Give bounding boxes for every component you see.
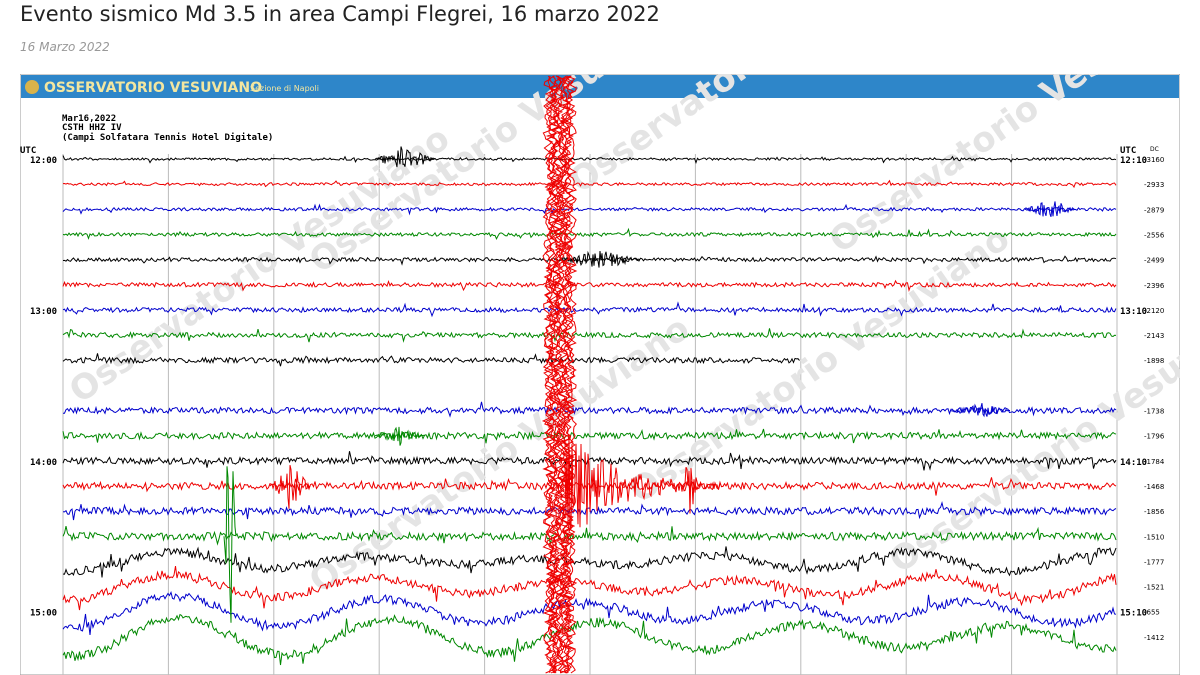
trace [62, 546, 1117, 578]
trace [62, 613, 1117, 666]
burst [269, 465, 311, 509]
trace [62, 451, 1117, 471]
dc-value: -1796 [1144, 433, 1165, 441]
trace [62, 227, 1117, 240]
dc-value: -1856 [1144, 508, 1165, 516]
quake-coda [564, 434, 721, 531]
time-label: 13:10 [1120, 307, 1147, 317]
dc-value: -1521 [1144, 584, 1164, 592]
time-label: 15:10 [1120, 609, 1147, 619]
utc-label: UTC [20, 146, 36, 156]
dc-value: -2556 [1144, 231, 1165, 239]
header-bar [21, 75, 1179, 98]
burst [374, 426, 426, 446]
trace [62, 179, 1117, 189]
quake [563, 75, 576, 674]
burst [374, 146, 436, 168]
quake [541, 75, 554, 674]
trace [62, 277, 1117, 293]
dc-value: -1468 [1144, 483, 1164, 491]
section: Sezione di Napoli [250, 84, 319, 93]
trace [62, 203, 1117, 216]
dc-value: -3160 [1144, 156, 1164, 164]
trace [62, 566, 1117, 611]
utc-label: UTC [1120, 146, 1136, 156]
logo [25, 80, 39, 94]
trace [62, 590, 1117, 635]
trace [62, 525, 1117, 546]
article-date: 16 Marzo 2022 [20, 40, 110, 54]
article-title: Evento sismico Md 3.5 in area Campi Fleg… [20, 2, 660, 26]
quake [545, 75, 558, 674]
dc-value: -2499 [1144, 257, 1164, 265]
quake [565, 75, 578, 674]
trace [63, 401, 1117, 418]
station-label: Mar16,2022 [62, 114, 116, 124]
time-label: 14:10 [1120, 458, 1147, 468]
quake [559, 75, 573, 674]
trace [62, 328, 1117, 343]
seismogram: OSSERVATORIO VESUVIANO Sezione di Napoli… [20, 74, 1180, 675]
station-label: (Campi Solfatara Tennis Hotel Digitale) [62, 132, 273, 143]
dc-value: -2143 [1144, 332, 1164, 340]
observatory: OSSERVATORIO VESUVIANO [44, 80, 262, 96]
quake [551, 75, 564, 674]
dc-value: -1738 [1144, 408, 1164, 416]
dc-value: -2120 [1144, 307, 1164, 315]
trace [62, 353, 800, 367]
frame [20, 74, 1180, 675]
time-label: 12:00 [30, 156, 57, 166]
dc-value: -2879 [1144, 206, 1164, 214]
dc-value: -655 [1144, 609, 1160, 617]
burst [949, 403, 1011, 418]
dc-value: -1777 [1144, 558, 1164, 566]
dc-value: -1898 [1144, 357, 1164, 365]
time-label: 12:10 [1120, 156, 1147, 166]
dc-value: -1510 [1144, 533, 1164, 541]
station-label: CSTH HHZ IV [62, 123, 122, 133]
time-label: 14:00 [30, 458, 57, 468]
burst [1024, 201, 1076, 217]
time-label: 15:00 [30, 609, 57, 619]
quake [547, 75, 560, 674]
trace [62, 155, 1117, 164]
dc-label: DC [1150, 146, 1159, 153]
trace [62, 428, 1117, 444]
dc-value: -1412 [1144, 634, 1164, 642]
dc-value: -2396 [1144, 282, 1165, 290]
dc-value: -2933 [1144, 181, 1164, 189]
trace [62, 301, 1117, 318]
dc-value: -1784 [1144, 458, 1165, 466]
burst [223, 466, 237, 623]
time-label: 13:00 [30, 307, 57, 317]
